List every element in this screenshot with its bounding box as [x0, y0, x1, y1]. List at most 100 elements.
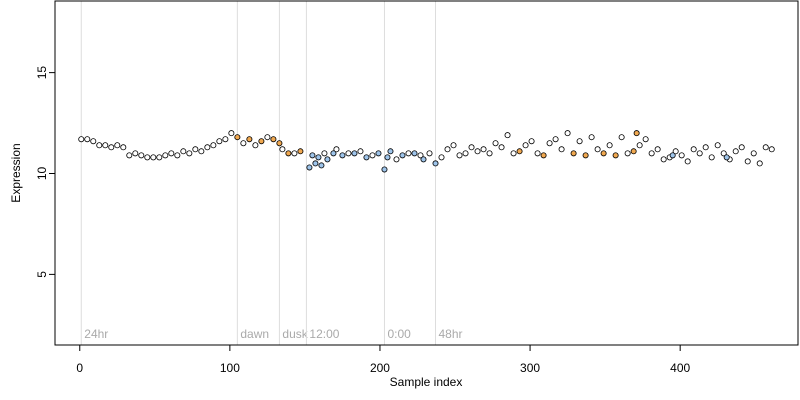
point	[78, 136, 85, 143]
point	[606, 142, 613, 149]
point	[516, 148, 523, 155]
point	[420, 156, 427, 163]
marker-label: dawn	[240, 327, 269, 341]
point	[216, 138, 223, 145]
point	[291, 150, 298, 157]
point	[150, 154, 157, 161]
y-tick-label: 15	[35, 66, 49, 80]
point	[738, 144, 745, 151]
point	[684, 158, 691, 165]
point	[534, 150, 541, 157]
point	[306, 164, 313, 171]
point	[486, 150, 493, 157]
point	[648, 150, 655, 157]
point	[720, 150, 727, 157]
x-tick-label: 100	[220, 361, 240, 375]
point	[285, 150, 292, 157]
point	[633, 130, 640, 137]
marker-label: 48hr	[439, 327, 463, 341]
point	[669, 152, 676, 159]
point	[324, 156, 331, 163]
point	[381, 166, 388, 173]
point	[345, 150, 352, 157]
point	[96, 142, 103, 149]
point	[270, 136, 277, 143]
point	[234, 134, 241, 141]
point	[552, 136, 559, 143]
point	[480, 146, 487, 153]
point	[399, 152, 406, 159]
x-tick-label: 200	[370, 361, 390, 375]
x-tick-label: 300	[520, 361, 540, 375]
y-tick-label: 10	[35, 167, 49, 181]
point	[768, 146, 775, 153]
point	[357, 148, 364, 155]
marker-label: dusk	[282, 327, 308, 341]
point	[744, 158, 751, 165]
point	[90, 138, 97, 145]
point	[522, 142, 529, 149]
point	[762, 144, 769, 151]
point	[678, 152, 685, 159]
point	[258, 138, 265, 145]
point	[210, 142, 217, 149]
x-axis-label: Sample index	[390, 375, 463, 389]
point	[618, 134, 625, 141]
point	[246, 136, 253, 143]
x-tick-label: 0	[76, 361, 83, 375]
point	[339, 152, 346, 159]
point	[156, 154, 163, 161]
point	[384, 154, 391, 161]
point	[126, 152, 133, 159]
point	[114, 142, 121, 149]
point	[462, 150, 469, 157]
point	[624, 150, 631, 157]
y-axis-label: Expression	[9, 143, 23, 202]
point	[180, 148, 187, 155]
point	[570, 150, 577, 157]
point	[558, 146, 565, 153]
point	[630, 148, 637, 155]
point	[198, 148, 205, 155]
point	[654, 146, 661, 153]
point	[309, 152, 316, 159]
point	[432, 160, 439, 167]
point	[696, 150, 703, 157]
point	[168, 150, 175, 157]
point	[252, 142, 259, 149]
point	[474, 148, 481, 155]
point	[612, 152, 619, 159]
point	[732, 148, 739, 155]
point	[84, 136, 91, 143]
point	[321, 150, 328, 157]
point	[540, 152, 547, 159]
point	[276, 140, 283, 147]
y-tick-label: 5	[35, 271, 49, 278]
point	[387, 148, 394, 155]
plot-frame	[54, 0, 799, 346]
point	[240, 140, 247, 147]
point	[333, 146, 340, 153]
point	[426, 150, 433, 157]
point	[564, 130, 571, 137]
point	[363, 154, 370, 161]
point	[375, 150, 382, 157]
marker-label: 12:00	[309, 327, 339, 341]
point	[102, 142, 109, 149]
point	[498, 144, 505, 151]
point	[318, 162, 325, 169]
point	[369, 152, 376, 159]
marker-label: 24hr	[84, 327, 108, 341]
point	[450, 142, 457, 149]
point	[492, 140, 499, 147]
point	[138, 152, 145, 159]
point	[315, 154, 322, 161]
point	[279, 146, 286, 153]
point	[546, 140, 553, 147]
point	[405, 150, 412, 157]
point	[222, 136, 229, 143]
point	[411, 150, 418, 157]
point	[690, 146, 697, 153]
point	[504, 132, 511, 139]
